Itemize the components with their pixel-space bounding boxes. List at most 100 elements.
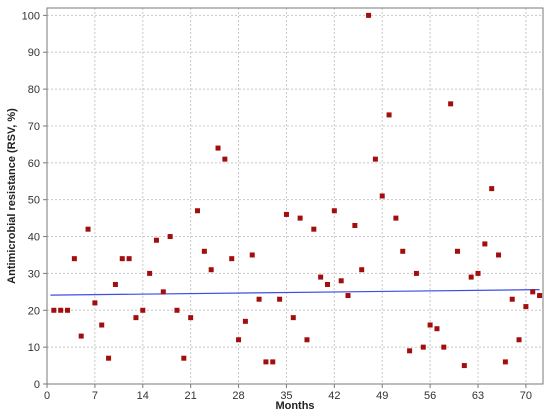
data-point xyxy=(359,267,365,273)
data-point xyxy=(242,318,248,324)
x-tick-label: 49 xyxy=(376,390,388,402)
data-point xyxy=(379,193,385,199)
y-tick-label: 10 xyxy=(28,342,40,354)
y-tick-label: 80 xyxy=(28,84,40,96)
x-tick-label: 14 xyxy=(137,390,149,402)
data-point xyxy=(133,315,139,321)
data-point xyxy=(509,296,515,302)
data-point xyxy=(283,211,289,217)
data-point xyxy=(112,281,118,287)
x-tick-label: 70 xyxy=(520,390,532,402)
data-point xyxy=(195,208,201,214)
data-point xyxy=(482,241,488,247)
y-tick-label: 20 xyxy=(28,305,40,317)
data-point xyxy=(119,256,125,262)
data-point xyxy=(331,208,337,214)
data-point xyxy=(92,300,98,306)
data-point xyxy=(475,270,481,276)
y-tick-label: 90 xyxy=(28,47,40,59)
data-point xyxy=(420,344,426,350)
y-tick-label: 100 xyxy=(22,10,40,22)
data-point xyxy=(277,296,283,302)
y-tick-label: 0 xyxy=(34,379,40,391)
data-point xyxy=(201,248,207,254)
x-tick-label: 42 xyxy=(328,390,340,402)
data-point xyxy=(215,145,221,151)
x-tick-label: 35 xyxy=(280,390,292,402)
data-point xyxy=(51,307,57,313)
data-point xyxy=(386,112,392,118)
trend-layer xyxy=(50,289,540,296)
y-tick-label: 30 xyxy=(28,268,40,280)
data-point xyxy=(352,222,358,228)
data-point xyxy=(338,278,344,284)
y-tick-label: 70 xyxy=(28,121,40,133)
data-point xyxy=(263,359,269,365)
data-point xyxy=(85,226,91,232)
data-point xyxy=(188,315,194,321)
data-point xyxy=(530,289,536,295)
gridlines xyxy=(47,8,543,384)
data-point xyxy=(106,355,112,361)
data-point xyxy=(318,274,324,280)
x-tick-label: 28 xyxy=(232,390,244,402)
data-point xyxy=(167,234,173,240)
data-point xyxy=(304,337,310,343)
data-point xyxy=(407,348,413,354)
data-point xyxy=(468,274,474,280)
data-point xyxy=(256,296,262,302)
data-point xyxy=(427,322,433,328)
data-point xyxy=(537,293,543,299)
trend-line xyxy=(50,289,540,296)
data-point xyxy=(99,322,105,328)
y-axis-ticks: 0 10 20 30 40 50 60 70 80 90 100 xyxy=(22,10,47,391)
data-point xyxy=(413,270,419,276)
x-tick-label: 21 xyxy=(185,390,197,402)
data-point xyxy=(222,156,228,162)
data-point xyxy=(126,256,132,262)
data-point xyxy=(516,337,522,343)
data-points xyxy=(51,12,543,369)
data-point xyxy=(393,215,399,221)
data-point xyxy=(400,248,406,254)
data-point xyxy=(496,252,502,258)
data-point xyxy=(270,359,276,365)
x-tick-label: 0 xyxy=(44,390,50,402)
data-point xyxy=(297,215,303,221)
x-tick-label: 63 xyxy=(472,390,484,402)
data-point xyxy=(290,315,296,321)
data-point xyxy=(461,363,467,369)
data-point xyxy=(147,270,153,276)
data-point xyxy=(366,12,372,18)
plot-area-border xyxy=(46,7,544,385)
data-point xyxy=(153,237,159,243)
data-point xyxy=(65,307,71,313)
data-point xyxy=(78,333,84,339)
data-point xyxy=(71,256,77,262)
data-point xyxy=(229,256,235,262)
data-point xyxy=(160,289,166,295)
data-point xyxy=(140,307,146,313)
data-point xyxy=(324,281,330,287)
data-point xyxy=(345,293,351,299)
x-tick-label: 7 xyxy=(92,390,98,402)
y-axis-title: Antimicrobial resistance (RSV, %) xyxy=(6,108,18,284)
data-point xyxy=(448,101,454,107)
x-tick-label: 56 xyxy=(424,390,436,402)
x-axis-title: Months xyxy=(275,400,314,412)
data-point xyxy=(441,344,447,350)
y-tick-label: 40 xyxy=(28,232,40,244)
y-tick-label: 60 xyxy=(28,158,40,170)
data-point xyxy=(434,326,440,332)
x-axis-ticks: 0 7 14 21 28 35 42 49 56 63 70 xyxy=(44,384,532,402)
data-point xyxy=(523,304,529,310)
data-point xyxy=(249,252,255,258)
data-point xyxy=(181,355,187,361)
data-point xyxy=(372,156,378,162)
data-point xyxy=(236,337,242,343)
data-point xyxy=(311,226,317,232)
data-point xyxy=(174,307,180,313)
